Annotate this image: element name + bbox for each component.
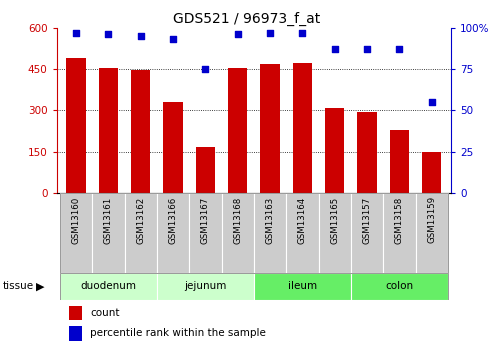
Text: GSM13163: GSM13163	[266, 196, 275, 244]
Text: ileum: ileum	[288, 282, 317, 291]
Point	[202, 66, 210, 72]
Bar	[163, 101, 183, 193]
Bar	[260, 64, 280, 193]
Text: tissue: tissue	[2, 282, 34, 291]
Point	[428, 99, 436, 105]
Bar	[221, 193, 254, 273]
Bar	[318, 193, 351, 273]
Point	[331, 46, 339, 52]
Bar	[60, 193, 92, 273]
Bar	[389, 130, 409, 193]
Point	[266, 30, 274, 35]
Point	[137, 33, 144, 39]
Point	[363, 46, 371, 52]
Bar	[416, 193, 448, 273]
Point	[298, 30, 306, 35]
Bar	[69, 326, 82, 341]
Bar	[325, 108, 345, 193]
Bar	[351, 273, 448, 300]
Point	[169, 37, 177, 42]
Point	[105, 31, 112, 37]
Bar	[254, 193, 286, 273]
Point	[395, 46, 403, 52]
Text: GSM13157: GSM13157	[362, 196, 372, 244]
Bar	[357, 112, 377, 193]
Bar	[228, 68, 247, 193]
Text: jejunum: jejunum	[184, 282, 227, 291]
Bar	[60, 273, 157, 300]
Text: colon: colon	[386, 282, 414, 291]
Text: GSM13162: GSM13162	[136, 196, 145, 244]
Bar	[286, 193, 318, 273]
Text: GSM13167: GSM13167	[201, 196, 210, 244]
Bar	[351, 193, 383, 273]
Text: GSM13164: GSM13164	[298, 196, 307, 244]
Bar	[422, 152, 441, 193]
Point	[72, 30, 80, 35]
Text: GSM13161: GSM13161	[104, 196, 113, 244]
Text: GDS521 / 96973_f_at: GDS521 / 96973_f_at	[173, 12, 320, 26]
Bar	[196, 147, 215, 193]
Bar	[67, 58, 86, 193]
Bar	[293, 63, 312, 193]
Bar	[254, 273, 351, 300]
Text: GSM13168: GSM13168	[233, 196, 242, 244]
Bar	[92, 193, 125, 273]
Text: percentile rank within the sample: percentile rank within the sample	[90, 328, 266, 338]
Bar	[189, 193, 221, 273]
Bar	[125, 193, 157, 273]
Bar	[69, 306, 82, 320]
Point	[234, 31, 242, 37]
Text: duodenum: duodenum	[80, 282, 137, 291]
Bar	[99, 68, 118, 193]
Text: GSM13166: GSM13166	[169, 196, 177, 244]
Bar	[383, 193, 416, 273]
Bar	[157, 193, 189, 273]
Text: ▶: ▶	[36, 282, 44, 291]
Text: GSM13158: GSM13158	[395, 196, 404, 244]
Text: count: count	[90, 308, 120, 318]
Text: GSM13165: GSM13165	[330, 196, 339, 244]
Text: GSM13159: GSM13159	[427, 196, 436, 244]
Text: GSM13160: GSM13160	[71, 196, 80, 244]
Bar	[157, 273, 254, 300]
Bar	[131, 70, 150, 193]
